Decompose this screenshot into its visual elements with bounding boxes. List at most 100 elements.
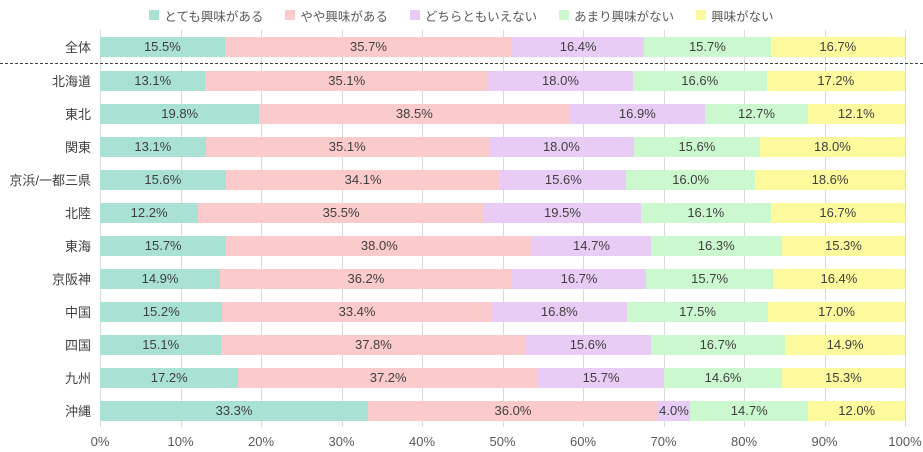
- bar-segment: 37.2%: [238, 367, 538, 388]
- segment-value-label: 16.7%: [819, 39, 857, 54]
- category-label: 関東: [64, 140, 91, 155]
- segment-value-label: 17.2%: [817, 73, 855, 88]
- segment-value-label: 18.0%: [813, 139, 851, 154]
- bar-segment: 15.1%: [100, 334, 222, 355]
- bar-row: 京浜/一都三県 15.6% 34.1% 15.6% 16.0% 18.6%: [0, 163, 923, 196]
- bar-segment: 14.7%: [690, 400, 809, 421]
- bar-segment: 34.1%: [225, 169, 501, 190]
- bar-track: 33.3% 36.0% 4.0% 14.7% 12.0%: [100, 400, 905, 421]
- segment-value-label: 15.6%: [569, 337, 607, 352]
- bar-track: 19.8% 38.5% 16.9% 12.7% 12.1%: [100, 103, 905, 124]
- legend-swatch-icon: [559, 10, 570, 20]
- bar-segment: 12.1%: [807, 103, 905, 124]
- bar-segment: 17.2%: [100, 367, 239, 388]
- segment-value-label: 16.0%: [672, 172, 710, 187]
- segment-value-label: 37.8%: [354, 337, 392, 352]
- segment-value-label: 37.2%: [369, 370, 407, 385]
- segment-value-label: 15.3%: [824, 238, 862, 253]
- bar-segment: 36.2%: [220, 268, 512, 289]
- segment-value-label: 12.7%: [738, 106, 775, 121]
- bar-segment: 18.6%: [755, 169, 905, 190]
- gridline: [100, 30, 101, 427]
- bar-segment: 14.7%: [532, 235, 651, 256]
- category-label: 四国: [64, 338, 91, 353]
- bar-segment: 16.7%: [770, 202, 905, 223]
- bar-segment: 16.4%: [772, 268, 905, 289]
- bar-row: 九州 17.2% 37.2% 15.7% 14.6% 15.3%: [0, 361, 923, 394]
- bar-row: 東北 19.8% 38.5% 16.9% 12.7% 12.1%: [0, 97, 923, 130]
- bar-segment: 19.8%: [100, 103, 260, 124]
- segment-value-label: 19.5%: [544, 205, 581, 220]
- segment-value-label: 16.7%: [560, 271, 598, 286]
- bar-segment: 17.5%: [627, 301, 769, 322]
- legend-label: やや興味がある: [300, 9, 388, 24]
- bar-row: 北海道 13.1% 35.1% 18.0% 16.6% 17.2%: [0, 64, 923, 97]
- segment-value-label: 17.0%: [818, 304, 855, 319]
- bar-segment: 16.1%: [640, 202, 771, 223]
- x-axis-tick-label: 10%: [167, 434, 194, 449]
- segment-value-label: 16.1%: [687, 205, 725, 220]
- bar-segment: 15.7%: [644, 36, 771, 57]
- segment-value-label: 19.8%: [161, 106, 199, 121]
- gridline: [583, 30, 584, 427]
- gridline: [663, 30, 665, 427]
- legend-item: やや興味がある: [285, 6, 388, 25]
- bar-segment: 37.8%: [221, 334, 526, 355]
- x-axis-tick-label: 0%: [90, 434, 110, 449]
- x-axis-tick-label: 50%: [489, 434, 516, 449]
- bar-segment: 16.3%: [650, 235, 782, 256]
- x-axis-tick-label: 70%: [650, 434, 677, 449]
- category-label: 北海道: [51, 74, 91, 89]
- legend-swatch-icon: [409, 10, 420, 20]
- legend-item: とても興味がある: [149, 6, 263, 25]
- segment-value-label: 15.7%: [144, 238, 182, 253]
- gridline: [422, 30, 423, 427]
- bar-segment: 16.9%: [569, 103, 706, 124]
- bar-row: 京阪神 14.9% 36.2% 16.7% 15.7% 16.4%: [0, 262, 923, 295]
- bar-segment: 15.6%: [500, 169, 627, 190]
- bar-segment: 16.6%: [632, 70, 767, 91]
- legend-swatch-icon: [149, 10, 160, 20]
- segment-value-label: 33.3%: [215, 403, 253, 418]
- segment-value-label: 15.5%: [143, 39, 181, 54]
- bar-segment: 12.0%: [808, 400, 905, 421]
- category-label: 中国: [64, 305, 91, 320]
- segment-value-label: 35.7%: [350, 39, 387, 54]
- segment-value-label: 14.7%: [573, 238, 610, 253]
- x-axis-tick-label: 80%: [730, 434, 758, 449]
- segment-value-label: 12.2%: [130, 205, 168, 220]
- segment-value-label: 33.4%: [338, 304, 376, 319]
- bar-segment: 18.0%: [488, 70, 633, 91]
- segment-value-label: 15.1%: [142, 337, 180, 352]
- segment-value-label: 17.5%: [679, 304, 716, 319]
- bar-segment: 18.0%: [759, 136, 905, 157]
- segment-value-label: 15.7%: [691, 271, 729, 286]
- gridline: [905, 30, 906, 427]
- bar-track: 15.1% 37.8% 15.6% 16.7% 14.9%: [100, 334, 905, 355]
- bar-segment: 15.7%: [537, 367, 665, 388]
- segment-value-label: 15.2%: [142, 304, 180, 319]
- bar-segment: 15.6%: [633, 136, 760, 157]
- bar-segment: 12.7%: [705, 103, 808, 124]
- legend-label: とても興味がある: [164, 9, 264, 24]
- bar-segment: 15.6%: [100, 169, 226, 190]
- x-axis-tick-label: 100%: [888, 434, 922, 449]
- bar-track: 15.7% 38.0% 14.7% 16.3% 15.3%: [100, 235, 906, 256]
- rows: 全体 15.5% 35.7% 16.4% 15.7% 16.7% 北海道 13.1% 35…: [0, 30, 923, 427]
- segment-value-label: 36.0%: [494, 403, 532, 418]
- segment-value-label: 14.9%: [141, 271, 179, 286]
- segment-value-label: 38.5%: [395, 106, 433, 121]
- segment-value-label: 18.6%: [811, 172, 849, 187]
- category-label: 九州: [64, 371, 91, 386]
- bar-segment: 16.7%: [511, 268, 647, 289]
- x-axis: 0% 10% 20% 30% 40% 50% 60% 70% 80% 90% 100%: [91, 427, 922, 451]
- bar-segment: 33.3%: [100, 400, 369, 421]
- segment-value-label: 15.6%: [144, 172, 182, 187]
- bar-segment: 35.1%: [205, 70, 489, 91]
- bar-track: 17.2% 37.2% 15.7% 14.6% 15.3%: [100, 367, 905, 388]
- x-axis-tick-label: 30%: [328, 434, 355, 449]
- segment-value-label: 16.3%: [697, 238, 735, 253]
- bar-segment: 13.1%: [100, 136, 206, 157]
- category-label: 全体: [64, 40, 91, 55]
